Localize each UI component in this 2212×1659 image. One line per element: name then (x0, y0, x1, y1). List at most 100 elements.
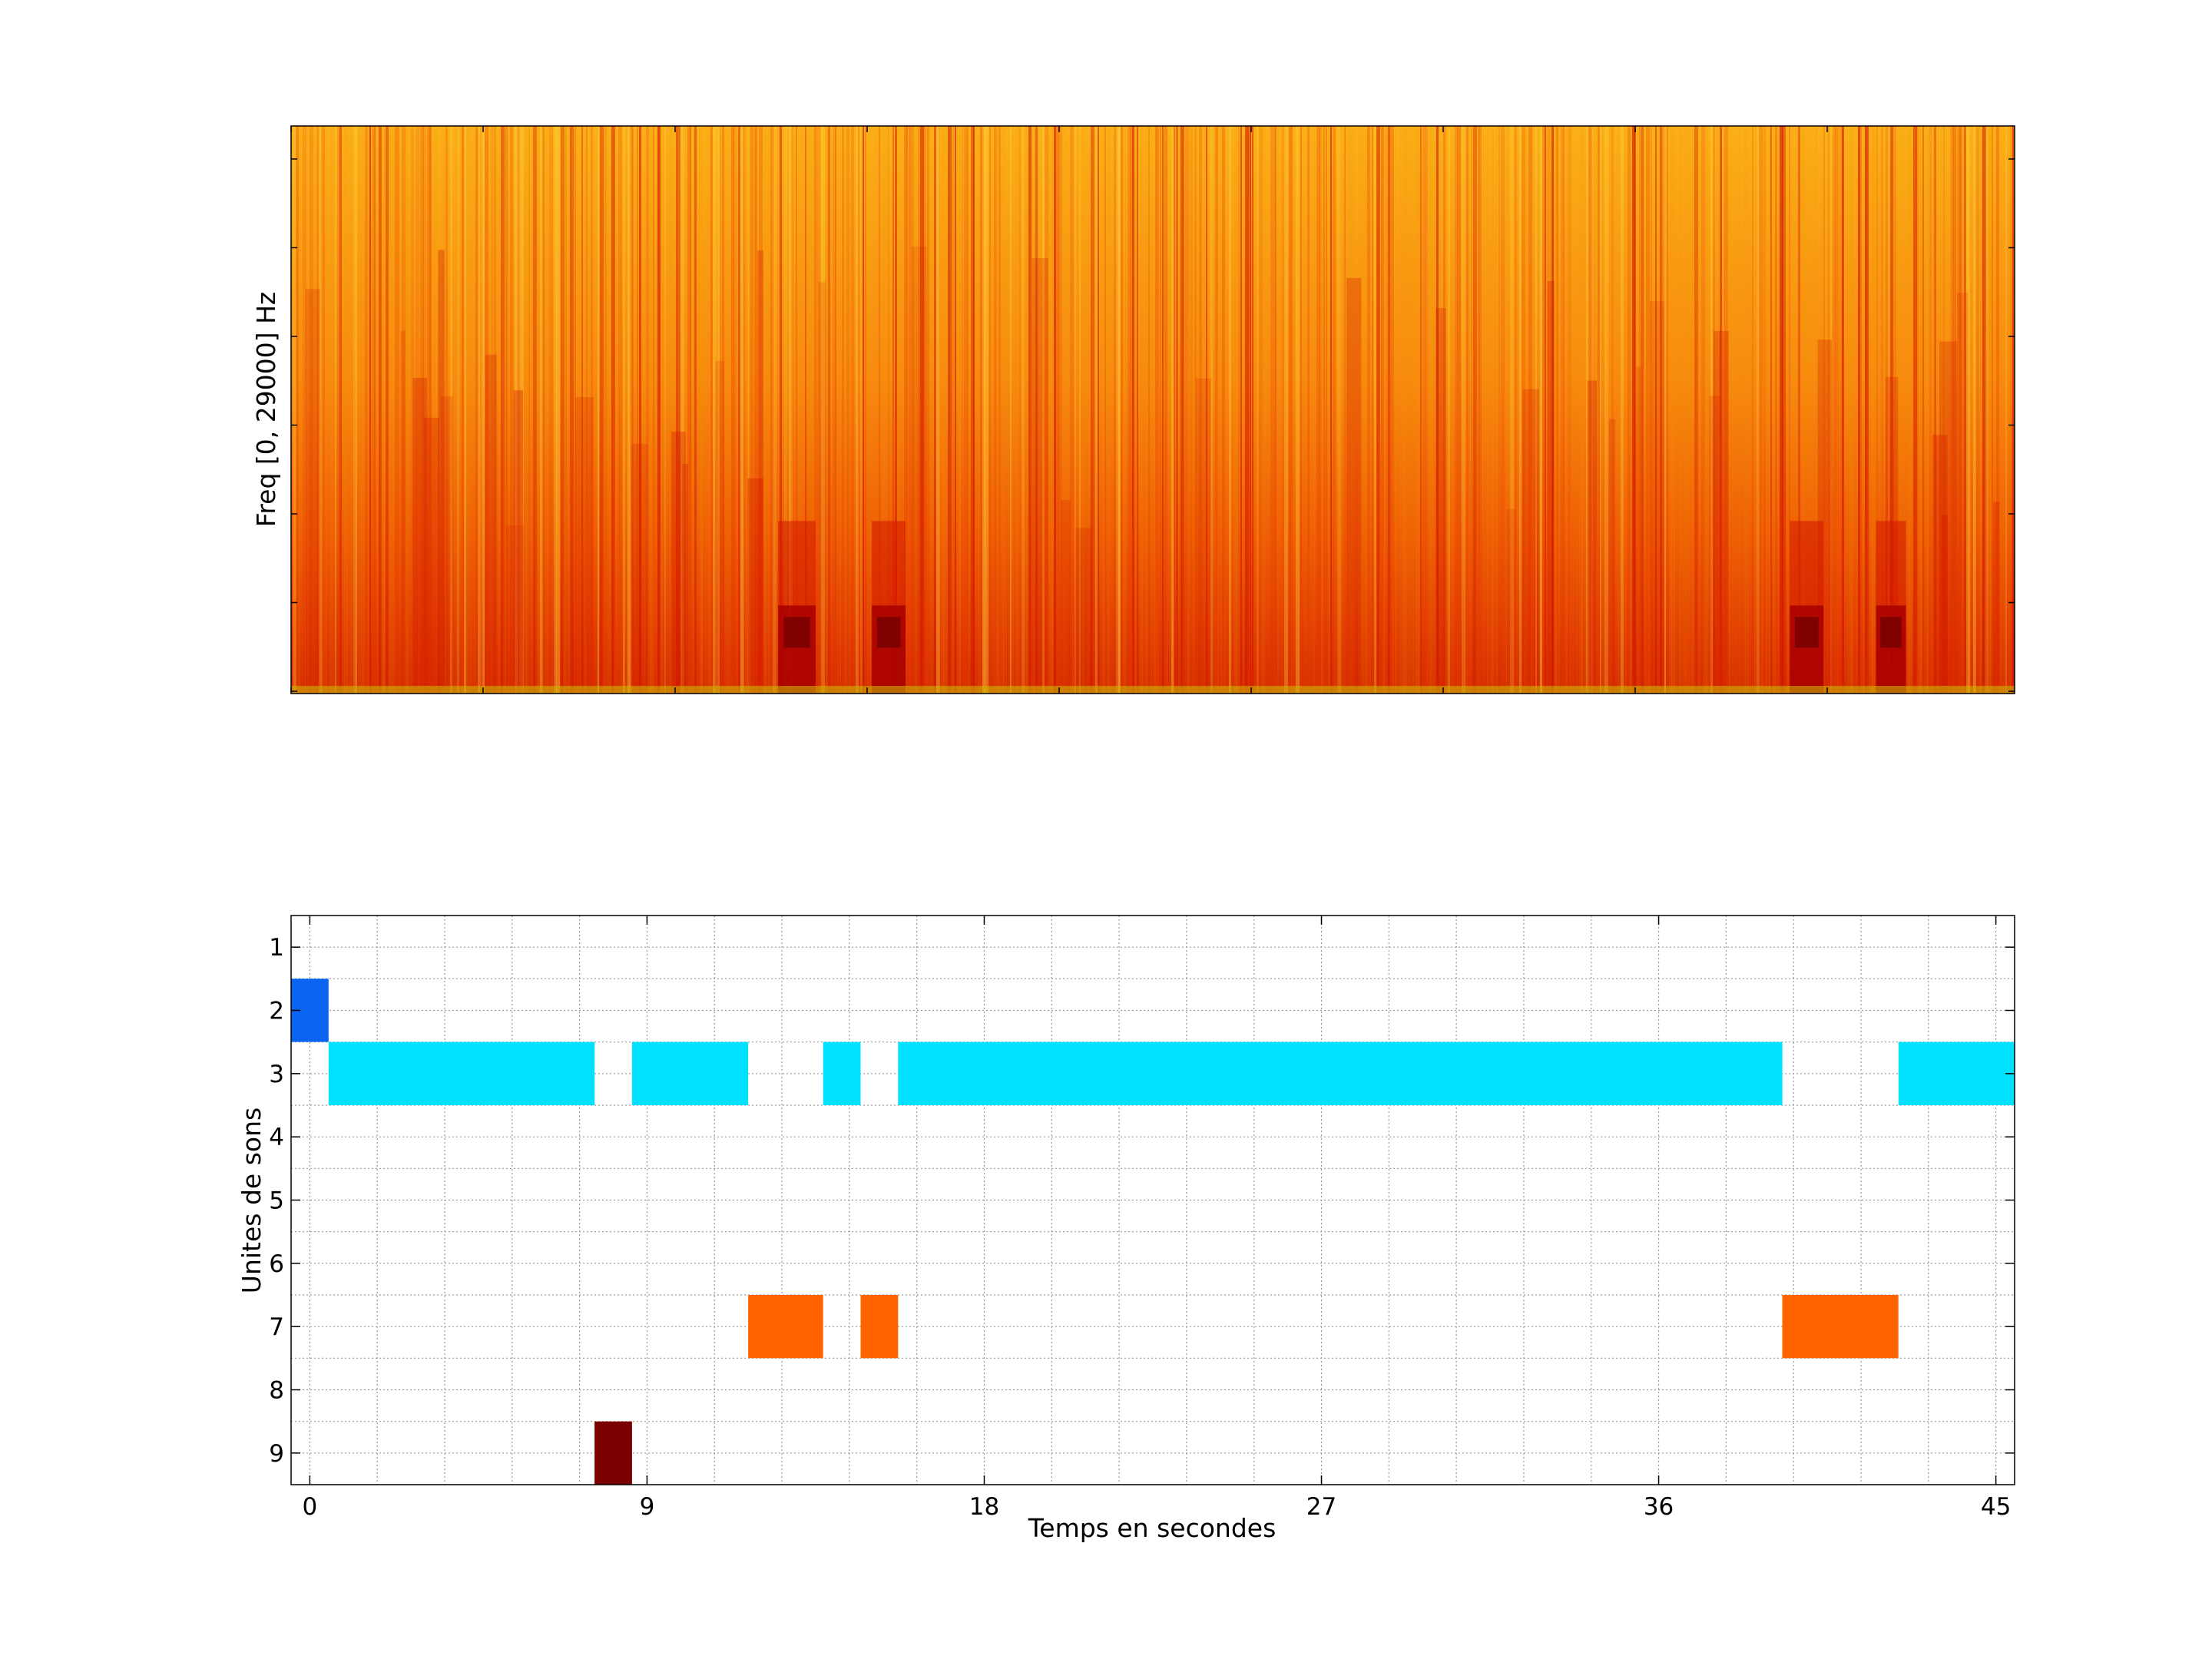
spectrogram-texture-column (1694, 126, 1698, 694)
spectrogram-texture-column (1750, 126, 1751, 694)
spectrogram-texture-column (2008, 126, 2011, 694)
spectrogram-texture-column (1174, 126, 1175, 694)
spectrogram-texture-column (1008, 126, 1012, 694)
spectrogram-texture-column (487, 126, 488, 694)
spectrogram-texture-column (1628, 126, 1631, 694)
spectrogram-texture-column (604, 126, 607, 694)
spectrogram-texture-column (1989, 126, 1992, 694)
spectrogram-texture-column (685, 126, 687, 694)
spectrogram-texture-column (789, 126, 793, 694)
spectrogram-texture-column (630, 126, 633, 694)
spectrogram-texture-column (1969, 126, 1971, 694)
spectrogram-texture-column (1162, 126, 1164, 694)
spectrogram-texture-column (1598, 126, 1600, 694)
spectrogram-texture-column (1690, 126, 1693, 694)
spectrogram-texture-column (1222, 126, 1225, 694)
spectrogram-texture-column (367, 126, 370, 694)
spectrogram-texture-column (1508, 126, 1512, 694)
spectrogram-texture-column (1328, 126, 1331, 694)
spectrogram-texture-column (1616, 126, 1620, 694)
spectrogram-texture-column (644, 126, 646, 694)
spectrogram-texture-column (1570, 126, 1571, 694)
spectrogram-texture-column (1303, 126, 1305, 694)
spectrogram-texture-column (1132, 126, 1134, 694)
spectrogram-texture-column (591, 126, 593, 694)
spectrogram-texture-column (1204, 126, 1207, 694)
spectrogram-texture-column (1031, 126, 1035, 694)
spectrogram-texture-column (1780, 126, 1783, 694)
spectrogram-texture-column (1512, 126, 1515, 694)
spectrogram-texture-column (667, 126, 668, 694)
spectrogram-texture-column (1107, 126, 1109, 694)
spectrogram-texture-column (1853, 126, 1855, 694)
spectrogram-texture-column (1455, 126, 1459, 694)
spectrogram-texture-column (872, 126, 873, 694)
spectrogram-texture-column (987, 126, 990, 694)
spectrogram-texture-column (1745, 126, 1747, 694)
spectrogram-texture-column (1625, 126, 1627, 694)
unit-3-segment-2 (328, 1041, 595, 1105)
spectrogram-texture-column (353, 126, 356, 694)
spectrogram-texture-column (1998, 126, 2002, 694)
spectrogram-texture-column (1708, 126, 1710, 694)
spectrogram-texture-column (383, 126, 386, 694)
spectrogram-texture-column (1913, 126, 1917, 694)
spectrogram-texture-column (291, 126, 294, 694)
spectrogram-texture-column (865, 126, 866, 694)
spectrogram-texture-column (1522, 126, 1525, 694)
spectrogram-texture-column (1761, 126, 1763, 694)
spectrogram-texture-column (936, 126, 940, 694)
spectrogram-dark-band (412, 377, 428, 694)
spectrogram-texture-column (1611, 126, 1614, 694)
spectrogram-texture-column (503, 126, 506, 694)
spectrogram-texture-column (1360, 126, 1363, 694)
spectrogram-texture-column (1139, 126, 1143, 694)
spectrogram-texture-column (1793, 126, 1795, 694)
spectrogram-texture-column (1054, 126, 1056, 694)
spectrogram-texture-column (687, 126, 691, 694)
spectrogram-texture-column (305, 126, 306, 694)
spectrogram-texture-column (1561, 126, 1565, 694)
spectrogram-texture-column (326, 126, 327, 694)
spectrogram-texture-column (1164, 126, 1167, 694)
spectrogram-texture-column (356, 126, 357, 694)
spectrogram-texture-column (844, 126, 847, 694)
spectrogram-texture-column (363, 126, 365, 694)
spectrogram-texture-column (526, 126, 528, 694)
spectrogram-texture-column (1001, 126, 1005, 694)
spectrogram-texture-column (1084, 126, 1085, 694)
spectrogram-texture-column (1731, 126, 1734, 694)
spectrogram-dark-band (1587, 380, 1598, 694)
spectrogram-texture-column (1932, 126, 1935, 694)
spectrogram-texture-column (1339, 126, 1342, 694)
spectrogram-texture-column (623, 126, 625, 694)
spectrogram-texture-column (1077, 126, 1081, 694)
spectrogram-texture-column (1581, 126, 1583, 694)
spectrogram-dark-band (631, 443, 648, 694)
spectrogram-texture-column (1111, 126, 1113, 694)
spectrogram-texture-column (395, 126, 397, 694)
spectrogram-texture-column (1660, 126, 1662, 694)
spectrogram-texture-column (1641, 126, 1644, 694)
spectrogram-texture-column (690, 126, 691, 694)
spectrogram-texture-column (1531, 126, 1533, 694)
spectrogram-texture-column (1358, 126, 1361, 694)
spectrogram-texture-column (2010, 126, 2012, 694)
spectrogram-texture-column (1395, 126, 1397, 694)
spectrogram-texture-column (1810, 126, 1811, 694)
spectrogram-texture-column (1992, 126, 1993, 694)
spectrogram-texture-column (717, 126, 720, 694)
spectrogram-texture-column (459, 126, 463, 694)
spectrogram-texture-column (1236, 126, 1240, 694)
spectrogram-texture-column (1609, 126, 1612, 694)
spectrogram-texture-column (515, 126, 518, 694)
spectrogram-texture-column (1644, 126, 1647, 694)
spectrogram-dark-band (1993, 502, 2000, 694)
spectrogram-texture-column (1618, 126, 1621, 694)
spectrogram-texture-column (1333, 126, 1336, 694)
spectrogram-texture-column (1904, 126, 1906, 694)
spectrogram-texture-column (950, 126, 954, 694)
spectrogram-texture-column (1102, 126, 1105, 694)
spectrogram-texture-column (1266, 126, 1267, 694)
spectrogram-texture-column (1948, 126, 1949, 694)
